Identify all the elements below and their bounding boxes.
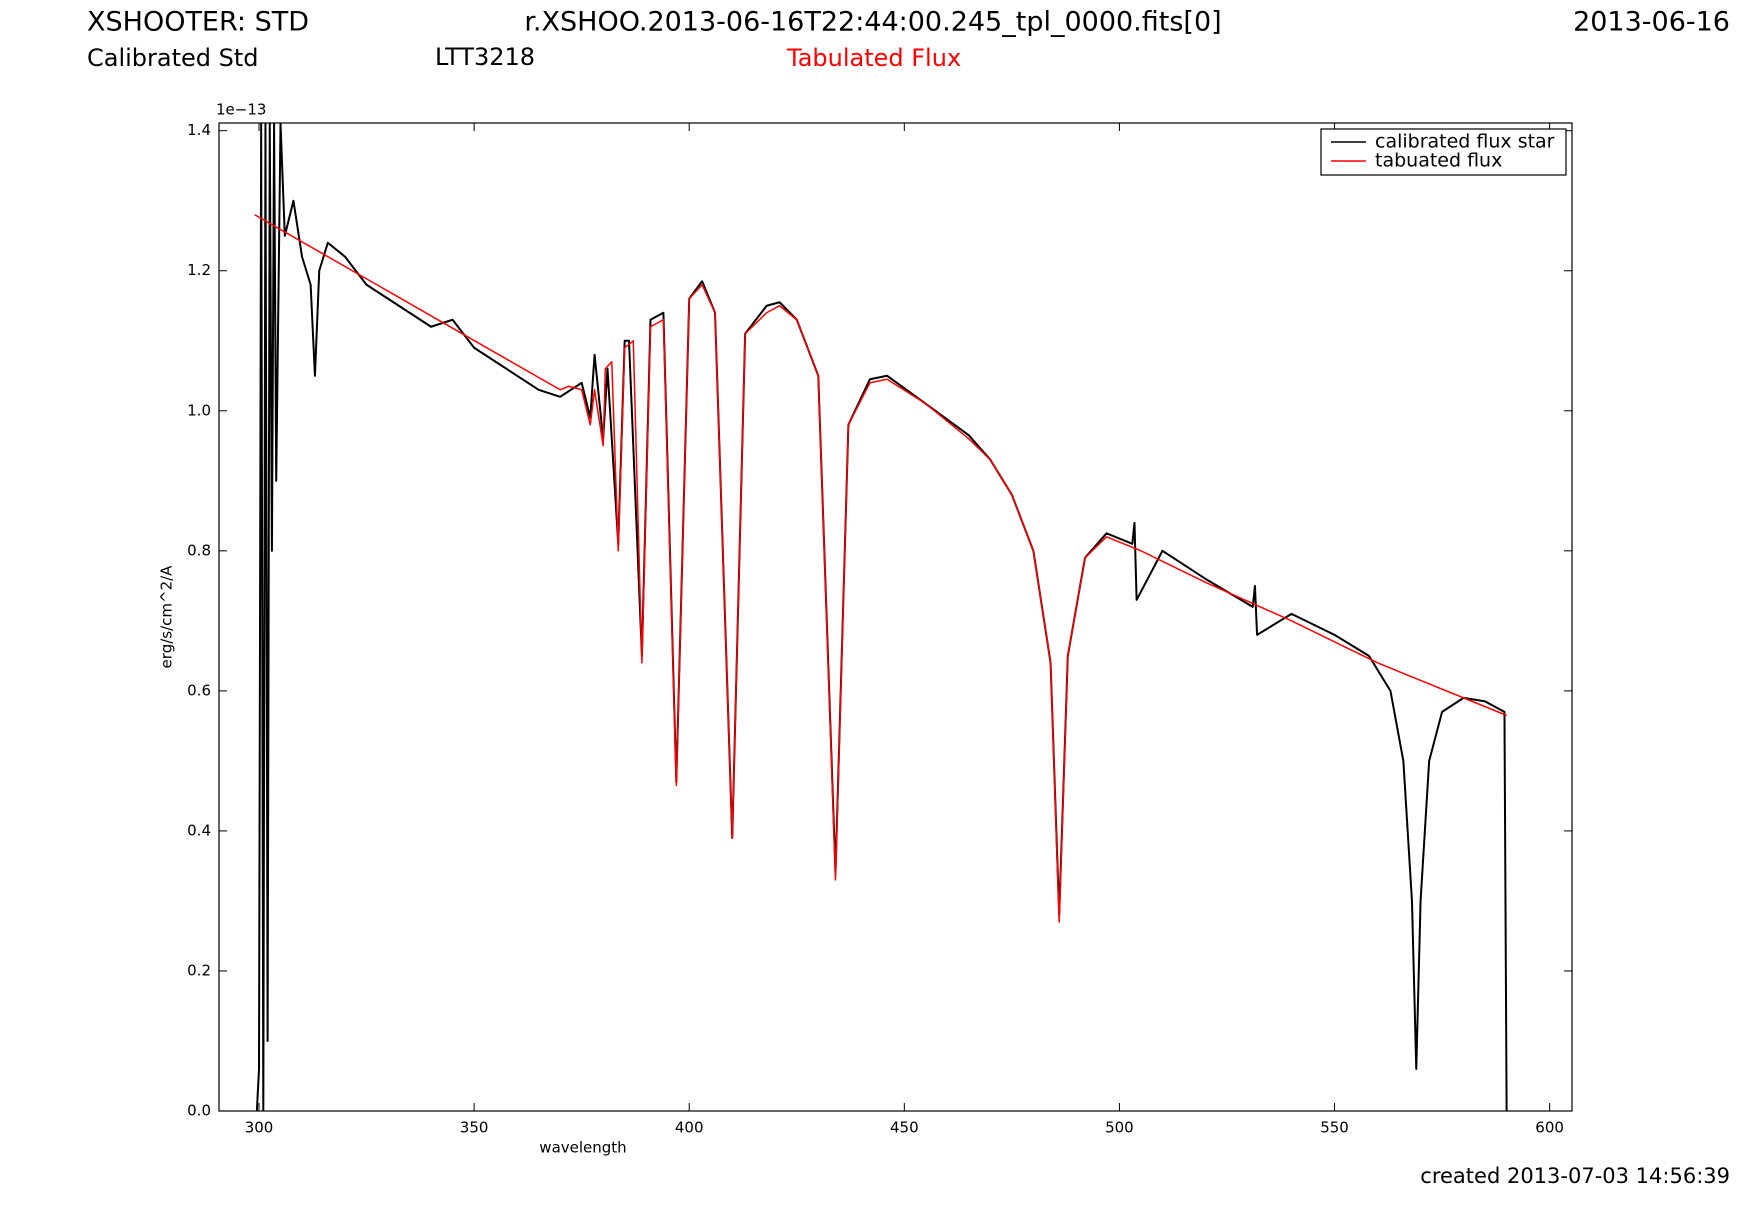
y-tick-label: 0.8	[187, 541, 211, 559]
y-tick-label: 0.2	[187, 961, 211, 979]
date: 2013-06-16	[1573, 7, 1730, 38]
y-tick-label: 0.6	[187, 681, 211, 699]
y-tick-label: 1.4	[187, 121, 211, 139]
file-name: r.XSHOO.2013-06-16T22:44:00.245_tpl_0000…	[524, 7, 1221, 38]
plot-frame	[218, 122, 1573, 1112]
x-tick-label: 350	[460, 1119, 489, 1137]
object-name: LTT3218	[435, 43, 535, 71]
x-tick-label: 600	[1535, 1119, 1564, 1137]
x-tick-label: 300	[245, 1119, 274, 1137]
chart-title: XSHOOTER: STD	[87, 7, 309, 38]
y-tick-label: 1.2	[187, 261, 211, 279]
series-line	[254, 214, 1507, 923]
x-tick-label: 550	[1320, 1119, 1349, 1137]
legend-box	[1320, 128, 1567, 176]
series-line	[255, 123, 1508, 1111]
y-offset-label: 1e−13	[216, 101, 266, 119]
legend-label: calibrated flux star	[1375, 131, 1555, 153]
x-tick-label: 400	[675, 1119, 704, 1137]
footer: created 2013-07-03 14:56:39	[1420, 1164, 1730, 1188]
y-tick-label: 1.0	[187, 401, 211, 419]
y-tick-label: 0.0	[187, 1102, 211, 1120]
annotation: Tabulated Flux	[786, 44, 961, 72]
x-tick-label: 450	[890, 1119, 919, 1137]
legend-label: tabuated flux	[1375, 150, 1502, 172]
y-tick-label: 0.4	[187, 821, 211, 839]
x-tick-label: 500	[1105, 1119, 1134, 1137]
x-axis-label: wavelength	[539, 1139, 626, 1157]
subtitle: Calibrated Std	[87, 44, 259, 72]
y-axis-label: erg/s/cm^2/A	[158, 565, 176, 669]
